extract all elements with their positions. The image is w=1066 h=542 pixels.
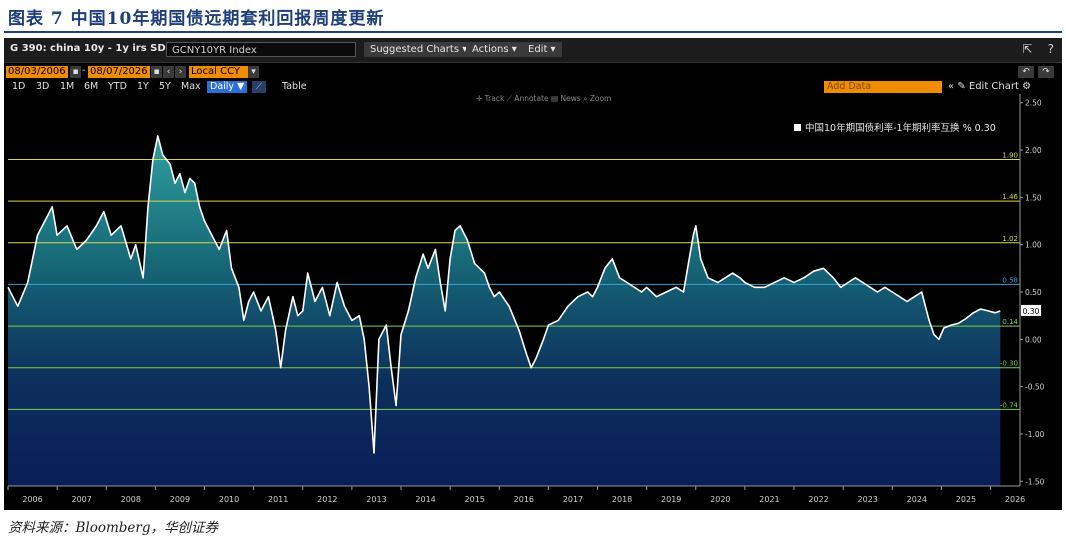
x-tick-label-20: 2026 bbox=[1005, 495, 1025, 504]
x-tick-label-10: 2016 bbox=[514, 495, 534, 504]
period-ytd[interactable]: YTD bbox=[108, 81, 127, 92]
period-6m[interactable]: 6M bbox=[84, 81, 99, 92]
start-date-input[interactable]: 08/03/2006 bbox=[6, 66, 68, 78]
x-tick-label-6: 2012 bbox=[317, 495, 337, 504]
figure-title: 图表 7 中国10年期国债远期套利回报周度更新 bbox=[8, 9, 385, 29]
x-tick-label-17: 2023 bbox=[858, 495, 878, 504]
help-icon[interactable]: ? bbox=[1047, 42, 1054, 56]
hline-label-2: 1.02 bbox=[1002, 235, 1018, 243]
prev-arrow-icon[interactable]: ‹ bbox=[163, 66, 174, 78]
series-area-fill bbox=[8, 135, 1001, 486]
chart-legend: 中国10年期国债利率-1年期利率互换 % 0.30 bbox=[794, 122, 996, 134]
last-value-badge bbox=[1021, 304, 1041, 316]
x-tick-label-5: 2011 bbox=[268, 495, 288, 504]
edit-button[interactable]: Edit ▾ bbox=[522, 42, 562, 57]
source-note: 资料来源：Bloomberg，华创证券 bbox=[8, 520, 219, 536]
y-tick-label-6: 1.50 bbox=[1025, 193, 1042, 202]
table-tab[interactable]: Table bbox=[282, 81, 307, 92]
period-3d[interactable]: 3D bbox=[36, 81, 50, 92]
hline-label-3: 0.58 bbox=[1002, 276, 1018, 284]
x-tick-label-0: 2006 bbox=[22, 495, 42, 504]
title-rule bbox=[4, 31, 1062, 33]
x-tick-label-9: 2015 bbox=[465, 495, 485, 504]
period-1y[interactable]: 1Y bbox=[137, 81, 149, 92]
x-tick-label-14: 2020 bbox=[710, 495, 730, 504]
last-value-label: 0.30 bbox=[1023, 307, 1040, 316]
chart-ticker-title: G 390: china 10y - 1y irs SD bbox=[10, 43, 166, 54]
actions-button[interactable]: Actions ▾ bbox=[466, 42, 523, 57]
undo-icon[interactable]: ↶ bbox=[1018, 66, 1034, 78]
x-tick-label-8: 2014 bbox=[415, 495, 435, 504]
x-tick-label-12: 2018 bbox=[612, 495, 632, 504]
y-tick-label-4: 0.50 bbox=[1025, 288, 1042, 297]
start-calendar-icon[interactable]: ▪ bbox=[70, 66, 81, 78]
redo-icon[interactable]: ↷ bbox=[1038, 66, 1054, 78]
chart-settings-icon[interactable]: ⚙ bbox=[1022, 81, 1032, 92]
x-tick-label-15: 2021 bbox=[759, 495, 779, 504]
x-tick-label-13: 2019 bbox=[661, 495, 681, 504]
bloomberg-terminal-window: G 390: china 10y - 1y irs SD GCNY10YR In… bbox=[4, 38, 1062, 510]
series-line bbox=[7, 135, 1001, 454]
hline-label-6: -0.74 bbox=[1000, 401, 1019, 409]
frequency-select[interactable]: Daily ▼ bbox=[207, 81, 248, 93]
x-tick-label-1: 2007 bbox=[72, 495, 92, 504]
hline-label-0: 1.90 bbox=[1002, 152, 1018, 160]
x-tick-label-3: 2009 bbox=[170, 495, 190, 504]
end-calendar-icon[interactable]: ▪ bbox=[151, 66, 162, 78]
period-5y[interactable]: 5Y bbox=[159, 81, 171, 92]
x-tick-label-4: 2010 bbox=[219, 495, 239, 504]
y-tick-label-5: 1.00 bbox=[1025, 241, 1042, 250]
y-tick-label-3: 0.00 bbox=[1025, 335, 1042, 344]
period-1m[interactable]: 1M bbox=[60, 81, 75, 92]
hline-label-4: 0.14 bbox=[1002, 318, 1018, 326]
x-tick-label-11: 2017 bbox=[563, 495, 583, 504]
y-tick-label-1: -1.00 bbox=[1025, 430, 1045, 439]
period-bar: 1D 3D 1M 6M YTD 1Y 5Y Max Daily ▼ ⟋ Tabl… bbox=[4, 80, 1062, 94]
y-tick-label-8: 2.50 bbox=[1025, 99, 1042, 108]
next-arrow-icon[interactable]: › bbox=[175, 66, 186, 78]
share-icon[interactable]: ⇱ bbox=[1022, 42, 1033, 56]
line-chart-icon[interactable]: ⟋ bbox=[252, 81, 266, 93]
currency-dropdown-icon[interactable]: ▾ bbox=[248, 66, 259, 78]
date-range-bar: 08/03/2006 ▪ - 08/07/2026 ▪ ‹ › Local CC… bbox=[4, 65, 1062, 79]
edit-chart-button[interactable]: Edit Chart bbox=[968, 81, 1019, 92]
suggested-charts-button[interactable]: Suggested Charts ▾ bbox=[364, 42, 474, 57]
x-tick-label-7: 2013 bbox=[366, 495, 386, 504]
chart-tool-strip[interactable]: ✛ Track ⟋ Annotate ▤ News ⌕ Zoom bbox=[476, 94, 612, 103]
x-tick-label-19: 2025 bbox=[956, 495, 976, 504]
legend-label: 中国10年期国债利率-1年期利率互换 % 0.30 bbox=[805, 122, 996, 134]
legend-swatch bbox=[794, 124, 801, 131]
add-data-input[interactable]: Add Data bbox=[824, 81, 942, 93]
y-tick-label-7: 2.00 bbox=[1025, 146, 1042, 155]
x-tick-label-18: 2024 bbox=[907, 495, 927, 504]
collapse-icon[interactable]: « bbox=[948, 81, 955, 92]
x-tick-label-16: 2022 bbox=[808, 495, 828, 504]
y-tick-label-0: -1.50 bbox=[1025, 477, 1045, 486]
pencil-icon[interactable]: ✎ bbox=[957, 81, 966, 92]
period-max[interactable]: Max bbox=[181, 81, 201, 92]
index-input[interactable]: GCNY10YR Index bbox=[166, 42, 356, 57]
hline-label-5: -0.30 bbox=[1000, 360, 1018, 368]
spread-area-chart[interactable]: 1.90 1.46 1.02 0.58 0.14 -0.30 -0.74 -1.50 -1.00… bbox=[4, 38, 1062, 510]
currency-select[interactable]: Local CCY bbox=[189, 66, 249, 78]
end-date-input[interactable]: 08/07/2026 bbox=[88, 66, 150, 78]
terminal-header-bar: G 390: china 10y - 1y irs SD GCNY10YR In… bbox=[4, 38, 1062, 63]
y-tick-label-2: -0.50 bbox=[1025, 383, 1045, 392]
hline-label-1: 1.46 bbox=[1002, 193, 1018, 201]
x-tick-label-2: 2008 bbox=[121, 495, 141, 504]
period-1d[interactable]: 1D bbox=[12, 81, 26, 92]
